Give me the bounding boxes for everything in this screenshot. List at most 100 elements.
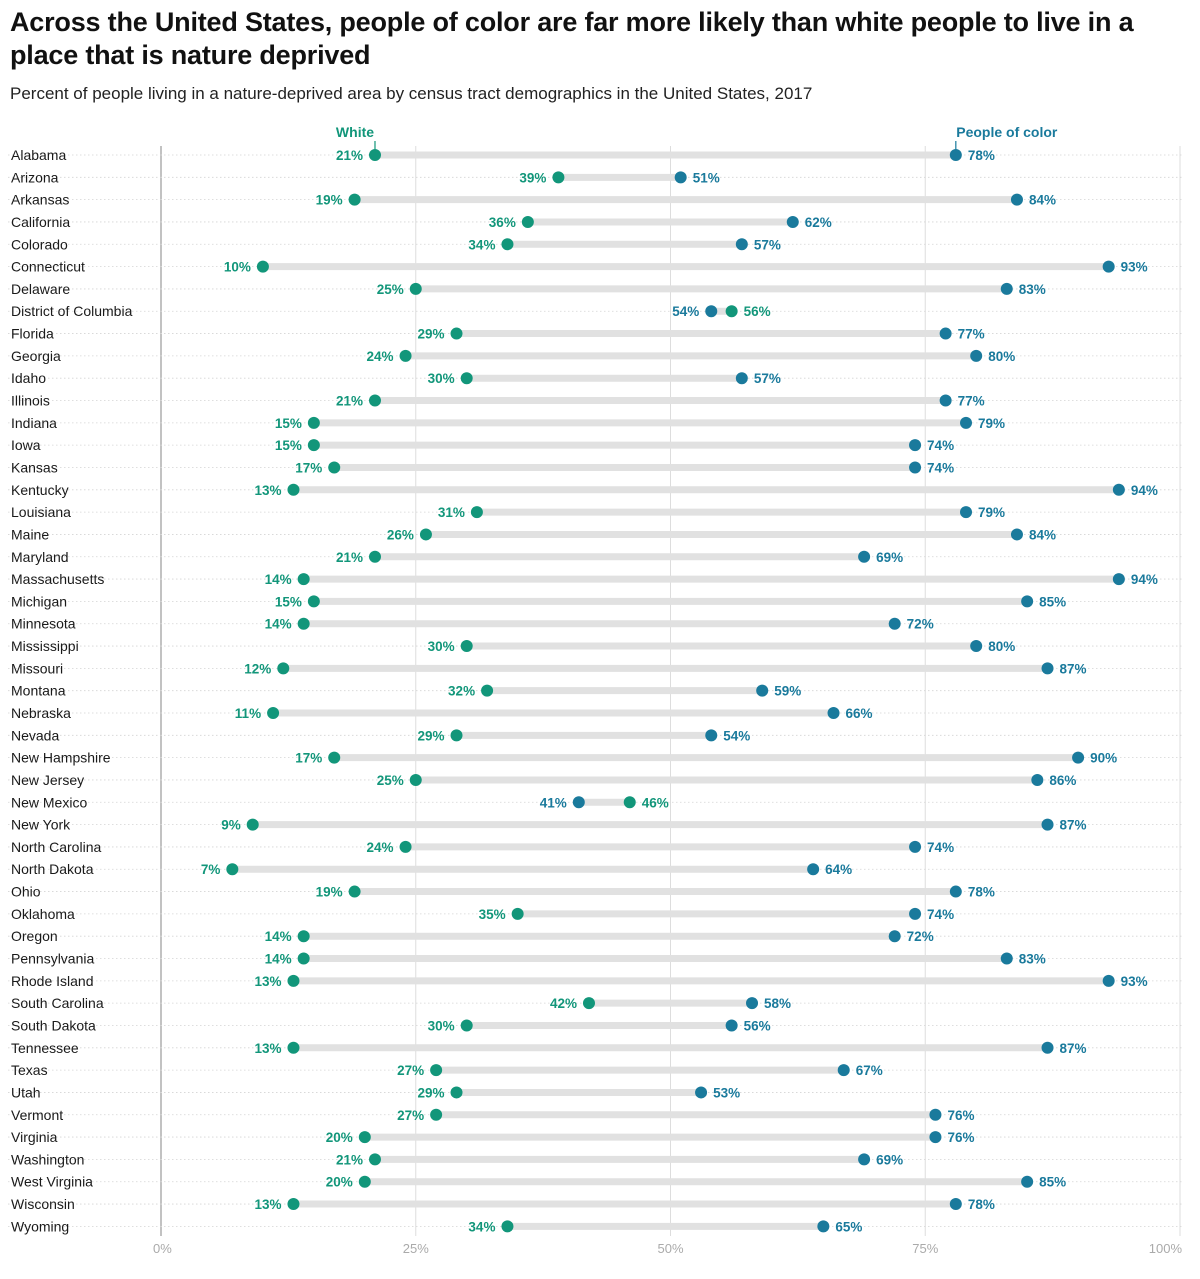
people-of-color-dot: [674, 171, 687, 184]
white-value-label: 15%: [275, 438, 302, 453]
white-dot: [297, 617, 310, 630]
state-label: Georgia: [11, 348, 61, 364]
state-label: Florida: [11, 326, 54, 342]
people-of-color-dot: [705, 305, 718, 318]
people-of-color-value-label: 69%: [876, 1152, 903, 1167]
state-label: Kansas: [11, 459, 58, 475]
white-dot: [430, 1064, 443, 1077]
people-of-color-dot: [949, 885, 962, 898]
people-of-color-value-label: 94%: [1131, 483, 1158, 498]
state-label: Oklahoma: [11, 906, 75, 922]
state-label: Nevada: [11, 727, 59, 743]
white-dot: [450, 327, 463, 340]
state-label: Rhode Island: [11, 973, 94, 989]
state-label: Alabama: [11, 147, 66, 163]
people-of-color-value-label: 84%: [1029, 193, 1056, 208]
white-dot: [368, 1153, 381, 1166]
white-value-label: 39%: [519, 170, 546, 185]
x-tick-label: 0%: [153, 1241, 172, 1256]
people-of-color-value-label: 59%: [774, 684, 801, 699]
people-of-color-dot: [960, 416, 973, 429]
white-value-label: 19%: [316, 885, 343, 900]
people-of-color-value-label: 57%: [754, 237, 781, 252]
white-value-label: 7%: [201, 862, 221, 877]
people-of-color-value-label: 78%: [968, 148, 995, 163]
white-dot: [409, 773, 422, 786]
state-label: Vermont: [11, 1107, 63, 1123]
people-of-color-value-label: 69%: [876, 550, 903, 565]
state-label: Louisiana: [11, 504, 71, 520]
white-value-label: 17%: [295, 751, 322, 766]
white-dot: [368, 149, 381, 161]
white-value-label: 21%: [336, 550, 363, 565]
people-of-color-value-label: 58%: [764, 996, 791, 1011]
white-value-label: 29%: [417, 728, 444, 743]
white-dot: [267, 707, 280, 719]
white-dot: [358, 1131, 371, 1144]
people-of-color-value-label: 94%: [1131, 572, 1158, 587]
people-of-color-dot: [756, 684, 769, 697]
people-of-color-dot: [858, 550, 871, 563]
white-value-label: 42%: [550, 996, 577, 1011]
white-value-label: 10%: [224, 260, 251, 275]
state-label: South Carolina: [11, 995, 104, 1011]
white-dot: [409, 282, 422, 295]
legend-white: White: [336, 124, 374, 140]
people-of-color-value-label: 93%: [1121, 260, 1148, 275]
people-of-color-dot: [837, 1064, 850, 1077]
people-of-color-dot: [970, 349, 983, 362]
people-of-color-dot: [888, 617, 901, 630]
state-label: Idaho: [11, 370, 46, 386]
state-label: Colorado: [11, 236, 68, 252]
white-value-label: 21%: [336, 1152, 363, 1167]
state-label: Kentucky: [11, 482, 69, 498]
white-dot: [287, 1041, 300, 1054]
white-dot: [348, 885, 361, 898]
white-value-label: 35%: [479, 907, 506, 922]
white-dot: [328, 461, 341, 474]
state-label: Ohio: [11, 884, 41, 900]
state-label: New Jersey: [11, 772, 84, 788]
people-of-color-value-label: 77%: [958, 394, 985, 409]
white-dot: [460, 372, 473, 385]
white-value-label: 34%: [468, 1219, 495, 1234]
white-dot: [399, 349, 412, 362]
state-label: Texas: [11, 1062, 48, 1078]
state-label: Delaware: [11, 281, 70, 297]
people-of-color-value-label: 62%: [805, 215, 832, 230]
people-of-color-dot: [1102, 260, 1115, 273]
white-value-label: 25%: [377, 282, 404, 297]
people-of-color-dot: [949, 149, 962, 161]
people-of-color-value-label: 51%: [693, 170, 720, 185]
people-of-color-dot: [1112, 573, 1125, 586]
white-dot: [368, 550, 381, 563]
people-of-color-value-label: 56%: [744, 1018, 771, 1033]
white-value-label: 46%: [642, 795, 669, 810]
people-of-color-dot: [827, 707, 840, 719]
people-of-color-dot: [960, 506, 973, 519]
people-of-color-dot: [970, 640, 983, 653]
state-label: Maine: [11, 526, 49, 542]
x-tick-label: 75%: [912, 1241, 938, 1256]
people-of-color-dot: [858, 1153, 871, 1166]
people-of-color-value-label: 67%: [856, 1063, 883, 1078]
state-label: Massachusetts: [11, 571, 104, 587]
white-dot: [582, 997, 595, 1010]
white-value-label: 13%: [254, 974, 281, 989]
state-label: Oregon: [11, 928, 58, 944]
people-of-color-value-label: 74%: [927, 460, 954, 475]
people-of-color-dot: [939, 394, 952, 407]
people-of-color-value-label: 65%: [835, 1219, 862, 1234]
people-of-color-dot: [888, 930, 901, 943]
state-label: Michigan: [11, 593, 67, 609]
state-label: California: [11, 214, 70, 230]
x-tick-label: 25%: [403, 1241, 429, 1256]
white-dot: [521, 215, 534, 228]
state-label: New Mexico: [11, 794, 87, 810]
people-of-color-dot: [807, 863, 820, 876]
people-of-color-dot: [695, 1086, 708, 1099]
white-dot: [226, 863, 239, 876]
state-label: North Carolina: [11, 839, 101, 855]
people-of-color-value-label: 66%: [846, 706, 873, 721]
